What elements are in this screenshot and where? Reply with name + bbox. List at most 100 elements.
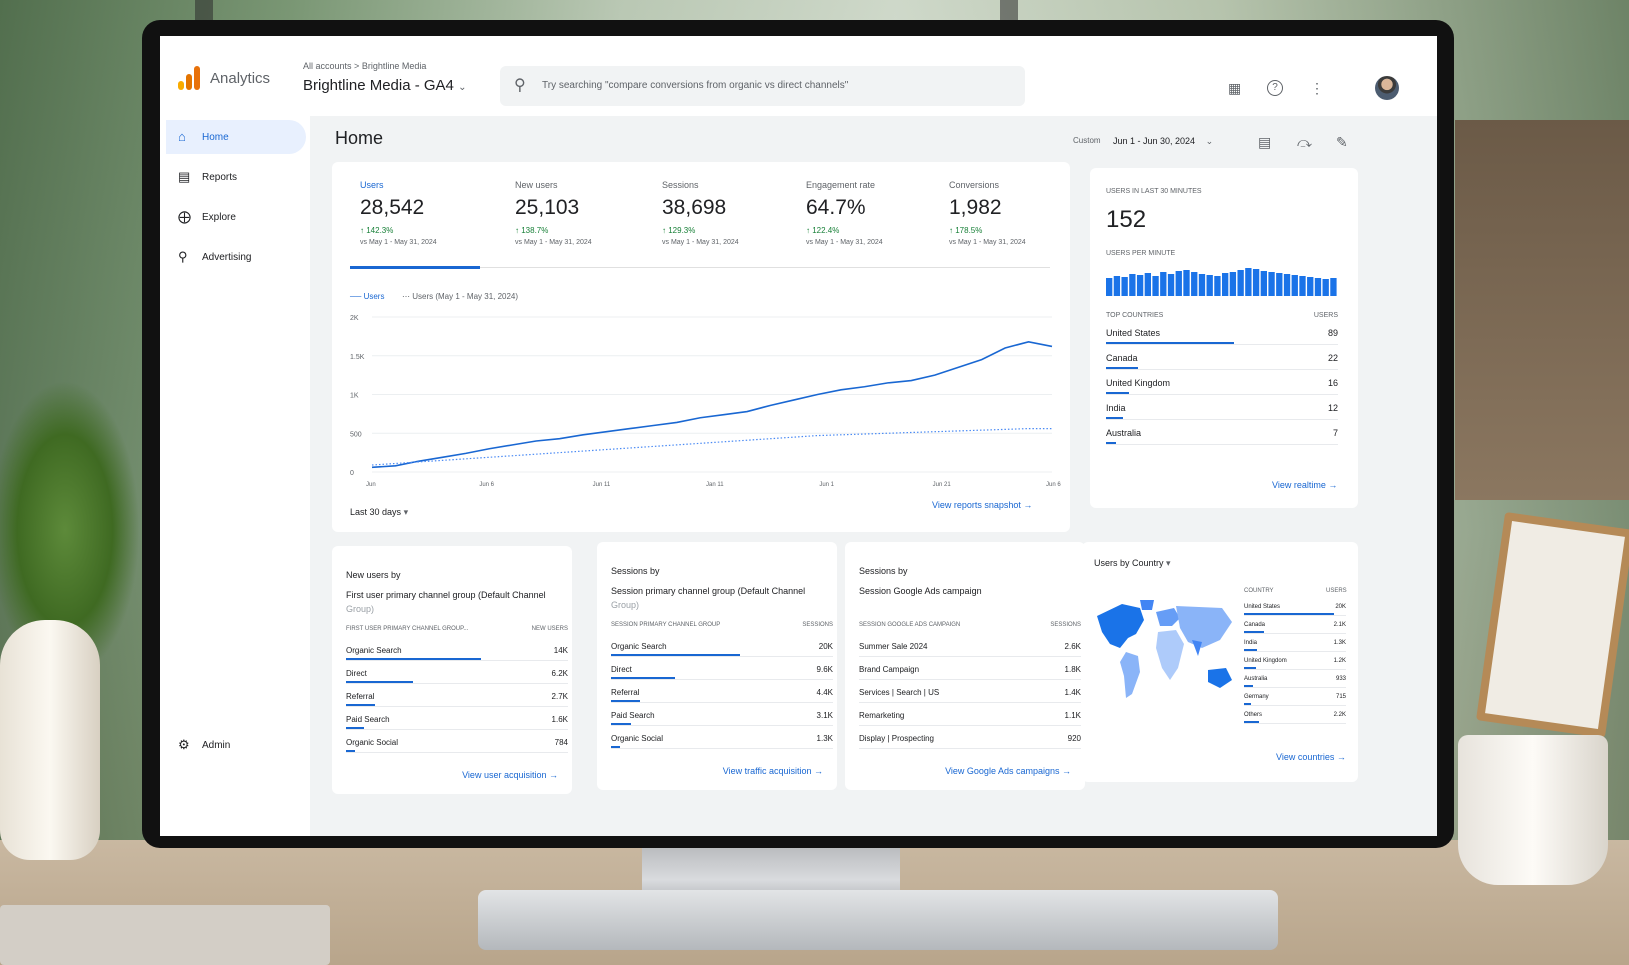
country-row[interactable]: Canada 22: [1106, 353, 1338, 370]
card-header: First user primary channel group... New u…: [346, 626, 568, 632]
edit-icon[interactable]: ✎: [1336, 134, 1348, 150]
country-row[interactable]: India 1.3K: [1244, 640, 1346, 652]
country-card-title-selector[interactable]: Users by Country ▾: [1094, 558, 1171, 569]
view-countries-link[interactable]: View countries →: [1276, 752, 1346, 762]
row-value: 2.7K: [551, 692, 568, 701]
country-row[interactable]: Germany 715: [1244, 694, 1346, 706]
y-tick-label: 500: [350, 431, 362, 438]
country-bar: [1106, 342, 1234, 344]
per-minute-label: Users per minute: [1106, 250, 1176, 257]
kpi-compare: vs May 1 - May 31, 2024: [360, 239, 437, 246]
sidebar-item-reports[interactable]: ▤ Reports: [166, 160, 306, 194]
realtime-label: Users in last 30 minutes: [1106, 188, 1202, 195]
users-by-country-card: Users by Country ▾ Country Users United …: [1082, 542, 1358, 782]
table-row[interactable]: Brand Campaign 1.8K: [859, 665, 1081, 680]
row-value: 1.4K: [1064, 688, 1081, 697]
country-row[interactable]: Australia 933: [1244, 676, 1346, 688]
table-row[interactable]: Organic Search 20K: [611, 642, 833, 657]
sidebar-item-advertising[interactable]: ⚲ Advertising: [166, 240, 306, 274]
table-row[interactable]: Paid Search 3.1K: [611, 711, 833, 726]
card-dimension-selector[interactable]: Session primary channel group (Default C…: [611, 584, 831, 612]
table-row[interactable]: Organic Social 784: [346, 738, 568, 753]
country-row[interactable]: Canada 2.1K: [1244, 622, 1346, 634]
period-selector[interactable]: Last 30 days ▾: [350, 507, 408, 518]
card-dimension-selector[interactable]: First user primary channel group (Defaul…: [346, 588, 566, 616]
breadcrumb-accounts[interactable]: All accounts: [303, 61, 352, 71]
table-row[interactable]: Display | Prospecting 920: [859, 734, 1081, 749]
link-label: View countries: [1276, 752, 1335, 762]
country-row[interactable]: India 12: [1106, 403, 1338, 420]
card-view-link[interactable]: View Google Ads campaigns →: [945, 766, 1071, 776]
country-name: India: [1244, 640, 1258, 646]
map-south-america: [1120, 652, 1140, 698]
kpi-users[interactable]: Users 28,542 ↑ 142.3% vs May 1 - May 31,…: [360, 180, 437, 246]
view-realtime-link[interactable]: View realtime →: [1272, 480, 1337, 490]
table-row[interactable]: Referral 4.4K: [611, 688, 833, 703]
card-subtitle: First user primary channel group (Defaul…: [346, 590, 546, 600]
country-bar: [1244, 649, 1258, 651]
row-label: Remarketing: [859, 711, 905, 720]
property-selector[interactable]: Brightline Media - GA4 ⌄: [303, 77, 466, 94]
table-row[interactable]: Paid Search 1.6K: [346, 715, 568, 730]
row-divider: [346, 683, 568, 684]
breadcrumb[interactable]: All accounts > Brightline Media: [303, 61, 426, 71]
kpi-value: 64.7%: [806, 196, 866, 219]
country-value: 7: [1332, 428, 1338, 438]
help-icon[interactable]: ?: [1267, 80, 1283, 96]
country-name: Others: [1244, 712, 1263, 718]
sidebar-item-label: Home: [202, 132, 229, 143]
table-row[interactable]: Summer Sale 2024 2.6K: [859, 642, 1081, 657]
apps-icon[interactable]: ▦: [1228, 80, 1242, 96]
country-name: Australia: [1106, 428, 1142, 438]
row-divider: [859, 702, 1081, 703]
search-bar[interactable]: ⚲ Try searching "compare conversions fro…: [500, 66, 1025, 106]
insights-chart-icon[interactable]: ▤: [1258, 134, 1272, 150]
table-row[interactable]: Organic Search 14K: [346, 646, 568, 661]
country-row[interactable]: United Kingdom 1.2K: [1244, 658, 1346, 670]
country-row[interactable]: Others 2.2K: [1244, 712, 1346, 724]
row-bar: [611, 746, 620, 748]
row-divider: [1244, 669, 1346, 670]
kpi-delta: ↑ 178.5%: [949, 226, 983, 235]
date-range-picker[interactable]: Jun 1 - Jun 30, 2024 ⌄: [1113, 136, 1213, 147]
more-vert-icon[interactable]: ⋮: [1310, 80, 1324, 96]
country-row[interactable]: United States 89: [1106, 328, 1338, 345]
table-row[interactable]: Direct 6.2K: [346, 669, 568, 684]
card-view-link[interactable]: View user acquisition →: [462, 770, 558, 780]
kpi-delta: ↑ 138.7%: [515, 226, 549, 235]
table-row[interactable]: Referral 2.7K: [346, 692, 568, 707]
card-view-link[interactable]: View traffic acquisition →: [723, 766, 823, 776]
sidebar-item-explore[interactable]: ⨁ Explore: [166, 200, 306, 234]
row-label: Organic Social: [611, 734, 664, 743]
kpi-conversions[interactable]: Conversions 1,982 ↑ 178.5% vs May 1 - Ma…: [949, 180, 1026, 246]
country-name: United States: [1106, 328, 1161, 338]
sidebar-item-admin[interactable]: ⚙ Admin: [166, 728, 306, 762]
sidebar-item-home[interactable]: ⌂ Home: [166, 120, 306, 154]
row-value: 784: [554, 738, 568, 747]
country-row[interactable]: United States 20K: [1244, 604, 1346, 616]
row-divider: [859, 656, 1081, 657]
table-row[interactable]: Services | Search | US 1.4K: [859, 688, 1081, 703]
kpi-delta: ↑ 122.4%: [806, 226, 840, 235]
row-value: 14K: [553, 646, 568, 655]
table-row[interactable]: Organic Social 1.3K: [611, 734, 833, 749]
country-row[interactable]: Australia 7: [1106, 428, 1338, 445]
arrow-right-icon: →: [1062, 766, 1071, 776]
link-label: View realtime: [1272, 480, 1326, 490]
per-minute-bar: [1307, 277, 1314, 296]
table-row[interactable]: Direct 9.6K: [611, 665, 833, 680]
kpi-sessions[interactable]: Sessions 38,698 ↑ 129.3% vs May 1 - May …: [662, 180, 739, 246]
share-icon[interactable]: ⤼: [1297, 134, 1312, 150]
country-row[interactable]: United Kingdom 16: [1106, 378, 1338, 395]
breadcrumb-account[interactable]: Brightline Media: [361, 61, 427, 71]
kpi-new-users[interactable]: New users 25,103 ↑ 138.7% vs May 1 - May…: [515, 180, 592, 246]
kpi-engagement-rate[interactable]: Engagement rate 64.7% ↑ 122.4% vs May 1 …: [806, 180, 883, 246]
x-tick-label: Jun 21: [933, 482, 952, 488]
card-dimension-selector[interactable]: Session Google Ads campaign: [859, 584, 1079, 598]
view-reports-snapshot-link[interactable]: View reports snapshot →: [932, 500, 1032, 510]
table-row[interactable]: Remarketing 1.1K: [859, 711, 1081, 726]
series-line-users: [371, 340, 1053, 469]
avatar[interactable]: [1375, 76, 1399, 100]
realtime-value: 152: [1106, 206, 1147, 233]
date-range-value: Jun 1 - Jun 30, 2024: [1113, 136, 1196, 146]
